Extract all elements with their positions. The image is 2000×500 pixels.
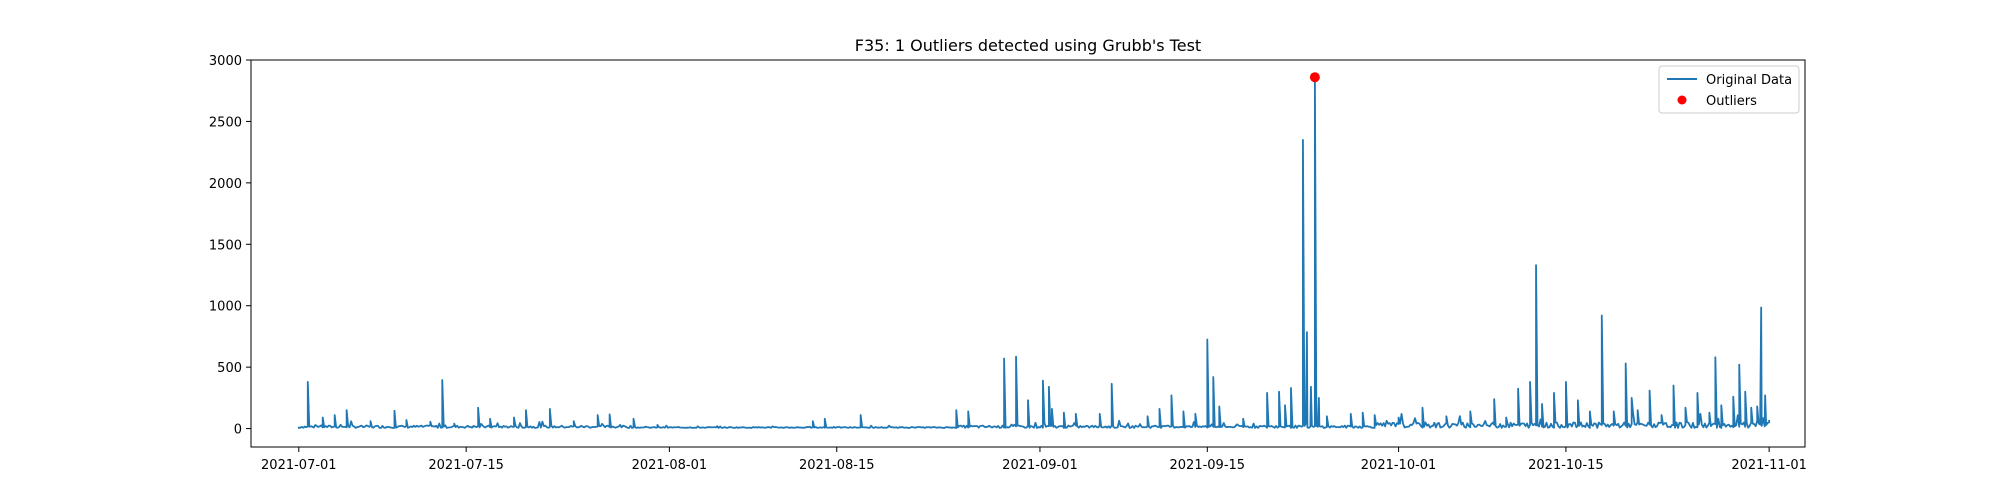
plot-area: [250, 59, 1806, 448]
y-tick-label: 500: [217, 361, 242, 376]
y-tick-label: 3000: [209, 54, 242, 69]
y-tick-label: 0: [234, 423, 242, 438]
x-tick-label: 2021-10-15: [1528, 458, 1604, 473]
y-tick-label: 1000: [209, 300, 242, 315]
outlier-point: [1309, 72, 1320, 83]
legend-box: [1658, 65, 1800, 114]
x-tick-label: 2021-09-01: [1002, 458, 1078, 473]
y-tick-label: 1500: [209, 238, 242, 253]
legend: Original Data Outliers: [1658, 65, 1800, 114]
legend-label-outliers: Outliers: [1706, 94, 1757, 109]
y-axis: 0 500 1000 1500 2000 2500 3000: [209, 54, 251, 438]
x-tick-label: 2021-08-01: [632, 458, 708, 473]
x-tick-label: 2021-07-15: [428, 458, 504, 473]
x-tick-label: 2021-07-01: [261, 458, 337, 473]
x-axis: 2021-07-01 2021-07-15 2021-08-01 2021-08-15…: [261, 447, 1807, 473]
x-tick-label: 2021-08-15: [799, 458, 875, 473]
x-tick-label: 2021-09-15: [1170, 458, 1246, 473]
legend-swatch-outliers: [1677, 95, 1687, 105]
legend-label-original-data: Original Data: [1706, 73, 1792, 88]
chart-title: F35: 1 Outliers detected using Grubb's T…: [855, 36, 1201, 55]
y-tick-label: 2000: [209, 177, 242, 192]
y-tick-label: 2500: [209, 115, 242, 130]
x-tick-label: 2021-10-01: [1361, 458, 1437, 473]
series-line-original-data: [297, 76, 1771, 429]
x-tick-label: 2021-11-01: [1731, 458, 1807, 473]
plot-frame: [250, 59, 1806, 448]
